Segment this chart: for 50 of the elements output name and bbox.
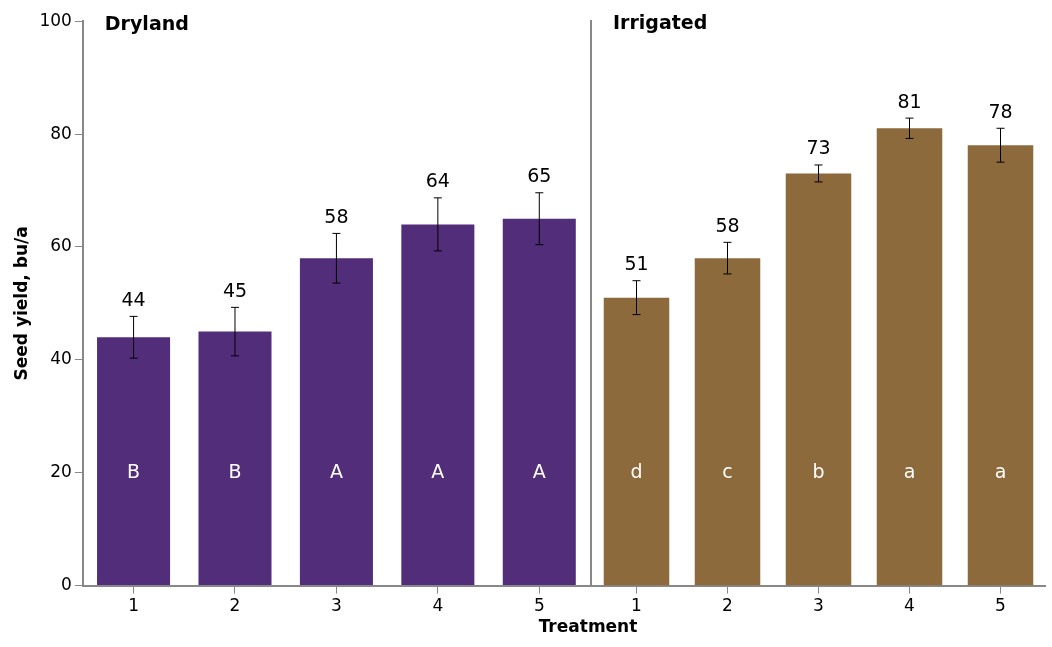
y-tick-label: 20 bbox=[50, 461, 72, 482]
data-label: 44 bbox=[121, 287, 146, 310]
data-label: 51 bbox=[624, 252, 649, 275]
x-tick-label: 5 bbox=[995, 595, 1006, 616]
y-tick-label: 0 bbox=[61, 574, 72, 595]
y-tick-label: 100 bbox=[39, 9, 72, 30]
data-label: 81 bbox=[897, 89, 922, 112]
x-tick-label: 1 bbox=[631, 595, 642, 616]
annotation: A bbox=[532, 459, 546, 482]
x-tick-label: 2 bbox=[229, 595, 241, 616]
annotation: c bbox=[722, 459, 733, 482]
bar bbox=[299, 258, 373, 586]
x-tick-label: 3 bbox=[331, 595, 342, 616]
bar bbox=[876, 128, 943, 586]
data-label: 64 bbox=[425, 169, 450, 192]
y-tick-label: 60 bbox=[50, 235, 72, 256]
data-label: 73 bbox=[806, 136, 831, 159]
annotation: a bbox=[903, 459, 916, 482]
bar bbox=[198, 331, 272, 586]
chart-title: Dryland bbox=[104, 11, 189, 34]
bar bbox=[97, 337, 171, 586]
y-tick-label: 80 bbox=[50, 122, 72, 143]
bar bbox=[694, 258, 761, 586]
x-tick-label: 3 bbox=[813, 595, 824, 616]
chart-title: Irrigated bbox=[613, 11, 708, 34]
bar bbox=[502, 218, 576, 586]
y-axis-title: Seed yield, bu/a bbox=[10, 226, 31, 381]
annotation: A bbox=[431, 459, 445, 482]
x-tick-label: 2 bbox=[722, 595, 733, 616]
x-axis-title: Treatment bbox=[537, 616, 639, 636]
x-tick-label: 4 bbox=[432, 595, 444, 616]
annotation: A bbox=[329, 459, 343, 482]
x-tick-label: 1 bbox=[128, 595, 139, 616]
annotation: a bbox=[994, 459, 1007, 482]
bar bbox=[603, 297, 670, 586]
annotation: B bbox=[228, 459, 242, 482]
annotation: b bbox=[812, 459, 825, 482]
data-label: 65 bbox=[527, 164, 552, 187]
bar bbox=[401, 224, 475, 586]
bar bbox=[785, 173, 852, 586]
y-tick-label: 40 bbox=[50, 348, 72, 369]
data-label: 58 bbox=[324, 204, 349, 227]
data-label: 58 bbox=[715, 213, 740, 236]
x-tick-label: 5 bbox=[533, 595, 545, 616]
x-tick-label: 4 bbox=[904, 595, 915, 616]
data-label: 78 bbox=[988, 99, 1013, 122]
bar bbox=[967, 145, 1034, 586]
annotation: d bbox=[630, 459, 643, 482]
data-label: 45 bbox=[222, 278, 248, 301]
annotation: B bbox=[127, 459, 141, 482]
